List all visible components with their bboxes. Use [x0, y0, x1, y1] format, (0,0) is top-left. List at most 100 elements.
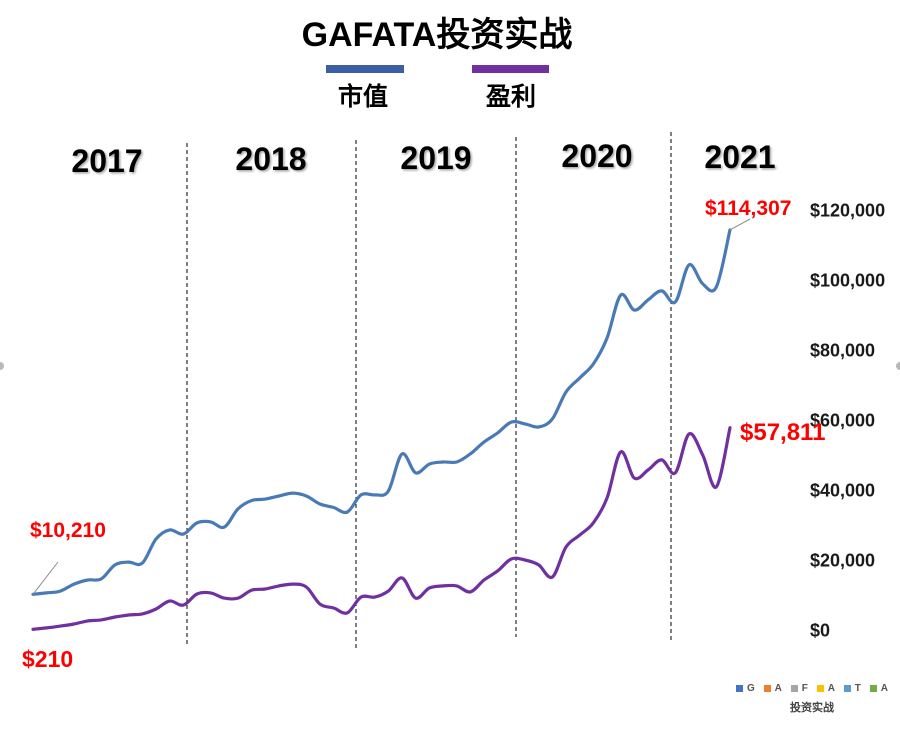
profit-point — [195, 592, 198, 595]
market-cap-point — [687, 263, 690, 266]
market-cap-point — [223, 526, 226, 529]
profit-point — [592, 521, 595, 524]
market-cap-point — [373, 493, 376, 496]
market-cap-point — [305, 494, 308, 497]
market-cap-point — [59, 590, 62, 593]
market-cap-point — [359, 493, 362, 496]
market-cap-point — [127, 561, 130, 564]
market-cap-point — [537, 425, 540, 428]
brand-letter: F — [801, 683, 808, 694]
y-tick-label: $60,000 — [810, 411, 875, 431]
brand-letter: T — [854, 683, 861, 694]
market-cap-point — [564, 390, 567, 393]
profit-point — [482, 578, 485, 581]
market-cap-point — [660, 289, 663, 292]
legend-label-profit: 盈利 — [486, 83, 536, 111]
profit-point — [277, 584, 280, 587]
market-cap-point — [428, 463, 431, 466]
brand-letter-item: A — [869, 683, 888, 694]
brand-letter: A — [880, 683, 888, 694]
brand-letter: A — [827, 683, 835, 694]
y-tick-label: $40,000 — [810, 481, 875, 501]
profit-point — [414, 597, 417, 600]
market-cap-point — [633, 309, 636, 312]
profit-point — [236, 597, 239, 600]
series-line-market-cap — [31, 228, 732, 596]
profit-point — [31, 628, 34, 631]
brand-caption: 投资实战 — [790, 701, 834, 714]
brand-letter-item: F — [790, 683, 808, 694]
market-cap-point — [236, 507, 239, 510]
market-cap-point — [715, 285, 718, 288]
square-icon — [736, 685, 743, 692]
profit-point — [646, 468, 649, 471]
market-cap-point — [168, 528, 171, 531]
y-axis-labels: $0 $20,000 $40,000 $60,000 $80,000 $100,000 $1… — [810, 201, 885, 641]
profit-point — [551, 576, 554, 579]
profit-point — [469, 590, 472, 593]
profit-point — [428, 586, 431, 589]
profit-point — [86, 619, 89, 622]
profit-point — [578, 534, 581, 537]
market-cap-point — [523, 422, 526, 425]
profit-point — [674, 471, 677, 474]
profit-point — [182, 604, 185, 607]
brand-letters: G A F A T A — [736, 683, 888, 694]
market-cap-point — [674, 300, 677, 303]
year-label: 2019 — [400, 140, 471, 176]
profit-point — [291, 583, 294, 586]
market-cap-point — [291, 492, 294, 495]
profit-point — [441, 584, 444, 587]
market-cap-point — [346, 510, 349, 513]
resize-handle-left[interactable] — [0, 362, 4, 370]
market-cap-point — [551, 417, 554, 420]
market-cap-point — [332, 506, 335, 509]
year-label: 2021 — [704, 139, 775, 175]
profit-point — [154, 607, 157, 610]
market-cap-point — [619, 294, 622, 297]
profit-point — [223, 597, 226, 600]
square-icon — [790, 685, 798, 692]
profit-point — [715, 485, 718, 488]
profit-point — [701, 453, 704, 456]
market-cap-point — [400, 452, 403, 455]
profit-point — [359, 596, 362, 599]
y-tick-label: $20,000 — [810, 551, 875, 571]
y-tick-label: $100,000 — [810, 271, 885, 291]
market-cap-point — [277, 494, 280, 497]
year-dividers — [186, 132, 672, 648]
square-icon — [763, 685, 771, 692]
brand-letter-item: G — [736, 683, 755, 694]
profit-point — [605, 497, 608, 500]
data-label: $10,210 — [30, 519, 106, 542]
profit-point — [660, 458, 663, 461]
profit-point — [250, 589, 253, 592]
market-cap-point — [592, 362, 595, 365]
legend-swatch-profit — [472, 65, 549, 73]
profit-point — [168, 599, 171, 602]
brand-letter: A — [774, 683, 782, 694]
market-cap-point — [113, 563, 116, 566]
market-cap-point — [45, 591, 48, 594]
square-icon — [869, 685, 877, 692]
brand-letter: G — [747, 683, 755, 694]
market-cap-point — [646, 298, 649, 301]
market-cap-point — [510, 421, 513, 424]
profit-point — [332, 606, 335, 609]
market-cap-point — [496, 431, 499, 434]
brand-letter-item: A — [816, 683, 835, 694]
profit-point — [209, 591, 212, 594]
profit-point — [373, 596, 376, 599]
market-cap-point — [469, 452, 472, 455]
market-cap-point — [441, 460, 444, 463]
data-label-leader-line — [32, 561, 59, 595]
series-line-profit — [31, 426, 732, 631]
legend: 市值 盈利 — [326, 65, 549, 111]
legend-label-market-cap: 市值 — [338, 82, 388, 111]
year-labels: 2017 2018 2019 2020 2021 — [71, 138, 775, 179]
resize-handle-right[interactable] — [896, 362, 900, 370]
profit-point — [496, 569, 499, 572]
year-label: 2018 — [235, 141, 306, 177]
profit-point — [687, 432, 690, 435]
